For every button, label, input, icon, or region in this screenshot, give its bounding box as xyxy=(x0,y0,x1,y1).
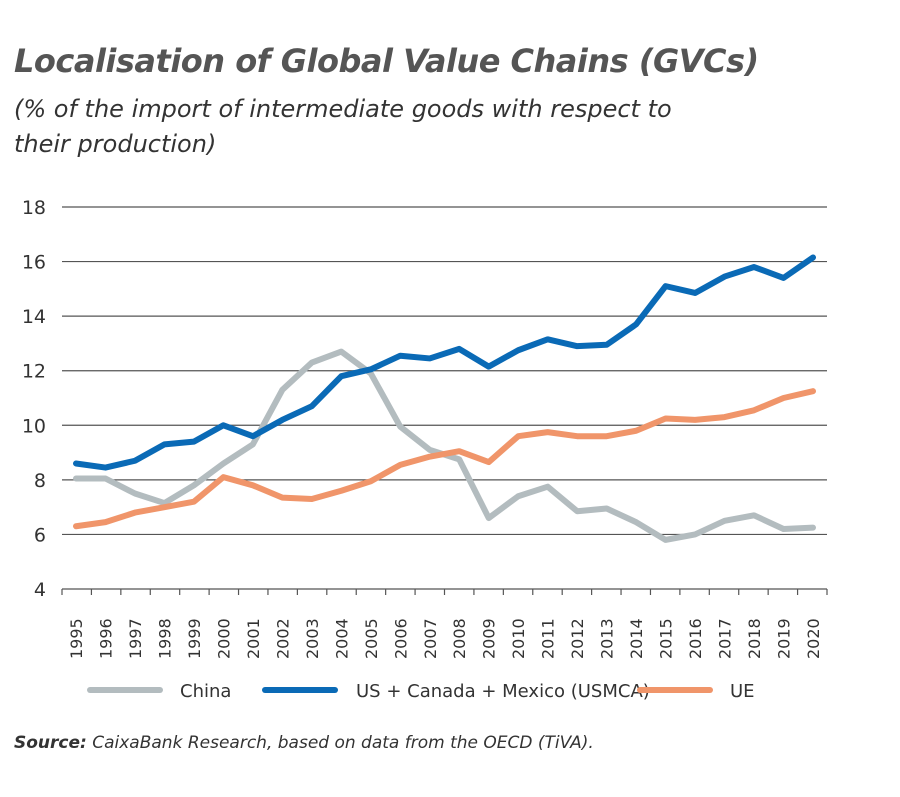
x-tick-label: 2006 xyxy=(391,618,410,659)
x-tick-label: 2004 xyxy=(332,618,351,659)
chart-title: Localisation of Global Value Chains (GVC… xyxy=(14,42,759,80)
source-note: Source: CaixaBank Research, based on dat… xyxy=(14,733,594,753)
y-tick-label: 12 xyxy=(22,361,46,383)
x-tick-label: 2001 xyxy=(244,618,263,659)
x-tick-label: 2000 xyxy=(214,618,233,659)
y-tick-label: 8 xyxy=(34,470,46,492)
x-tick-label: 2005 xyxy=(362,618,381,659)
series-line-2 xyxy=(73,388,816,530)
x-tick-label: 2012 xyxy=(568,618,587,659)
x-tick-label: 2009 xyxy=(480,618,499,659)
series-line-0 xyxy=(73,348,816,543)
y-tick-label: 10 xyxy=(22,415,46,437)
x-tick-label: 1997 xyxy=(126,618,145,659)
y-tick-label: 4 xyxy=(34,579,46,601)
y-tick-label: 16 xyxy=(22,252,46,274)
source-text: CaixaBank Research, based on data from t… xyxy=(92,733,594,753)
x-tick-label: 1999 xyxy=(185,618,204,659)
legend-label: UE xyxy=(730,681,755,702)
x-tick-label: 1995 xyxy=(67,618,86,659)
y-tick-label: 18 xyxy=(22,197,46,219)
x-tick-label: 2011 xyxy=(539,618,558,659)
source-label: Source: xyxy=(14,733,87,753)
x-tick-label: 2003 xyxy=(303,618,322,659)
chart-subtitle: (% of the import of intermediate goods w… xyxy=(14,95,672,158)
x-tick-label: 2018 xyxy=(745,618,764,659)
x-tick-label: 2008 xyxy=(450,618,469,659)
legend-label: China xyxy=(180,681,231,702)
y-tick-label: 6 xyxy=(34,524,46,546)
x-tick-label: 2017 xyxy=(716,618,735,659)
y-tick-label: 14 xyxy=(22,306,46,328)
x-tick-label: 2020 xyxy=(804,618,823,659)
x-tick-label: 2019 xyxy=(775,618,794,659)
x-tick-label: 2015 xyxy=(657,618,676,659)
x-tick-label: 2013 xyxy=(598,618,617,659)
x-tick-label: 2002 xyxy=(273,618,292,659)
x-tick-label: 2016 xyxy=(686,618,705,659)
x-tick-label: 1998 xyxy=(155,618,174,659)
x-tick-label: 2010 xyxy=(509,618,528,659)
x-tick-label: 1996 xyxy=(96,618,115,659)
series-line-1 xyxy=(73,254,816,471)
legend-label: US + Canada + Mexico (USMCA) xyxy=(356,681,650,702)
x-tick-label: 2014 xyxy=(627,618,646,659)
x-tick-label: 2007 xyxy=(421,618,440,659)
